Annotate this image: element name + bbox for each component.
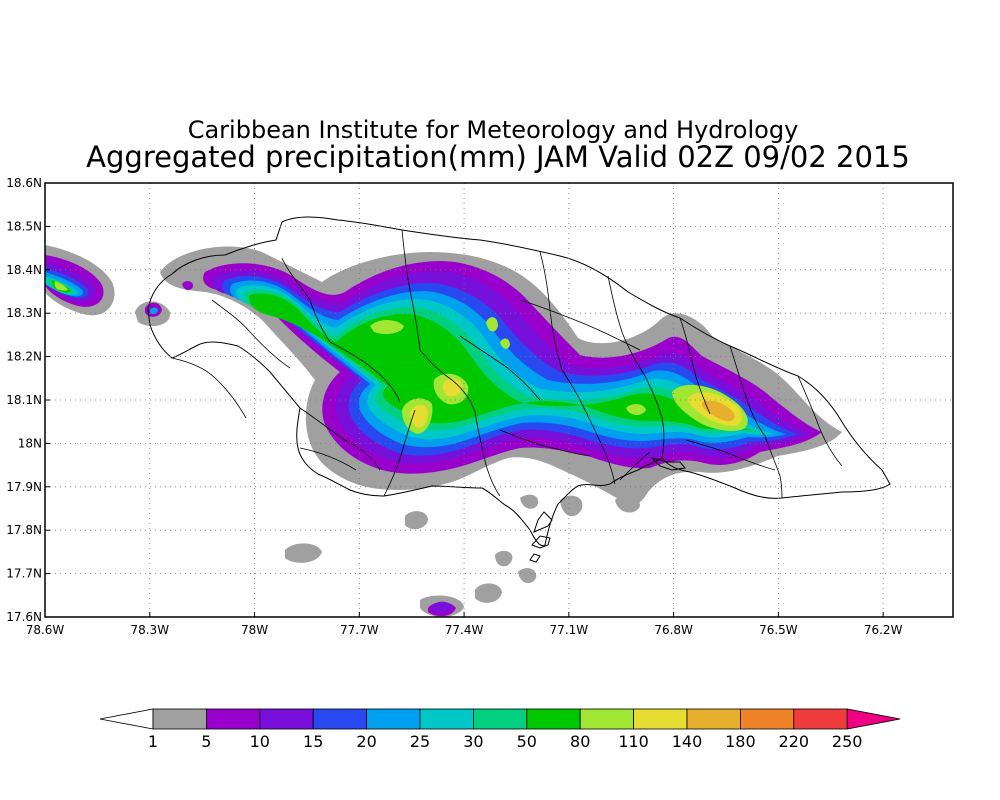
y-tick-label: 18.1N [6,393,42,407]
colorbar-swatch [366,708,421,730]
colorbar: 1 5 10 15 20 25 30 50 80 110 140 180 220 250 [99,708,901,751]
colorbar-swatch [526,708,581,730]
y-tick-label: 17.6N [6,610,42,624]
colorbar-label: 10 [250,732,270,751]
colorbar-swatch [205,708,261,730]
colorbar-label: 25 [410,732,430,751]
colorbar-swatch [579,708,635,730]
y-axis: 18.6N 18.5N 18.4N 18.3N 18.2N 18.1N 18N 17.9N 17… [6,176,50,624]
parish-boundaries [171,229,843,499]
y-tick-label: 17.9N [6,480,42,494]
x-tick-label: 78.6W [26,623,65,637]
colorbar-label: 30 [463,732,483,751]
x-tick-label: 77.4W [445,623,484,637]
y-tick-label: 18.3N [6,306,42,320]
colorbar-label: 50 [517,732,537,751]
y-tick-label: 17.8N [6,523,42,537]
x-tick-label: 78W [241,623,268,637]
colorbar-lower-arrow [99,708,154,730]
colorbar-swatch [686,708,741,730]
x-tick-label: 78.3W [130,623,169,637]
colorbar-swatch [793,708,848,730]
x-tick-label: 76.5W [759,623,798,637]
y-tick-label: 18N [18,436,42,450]
colorbar-label: 5 [201,732,211,751]
colorbar-label: 250 [832,732,863,751]
colorbar-label: 1 [148,732,158,751]
y-tick-label: 18.5N [6,219,42,233]
colorbar-swatch [740,708,795,730]
x-tick-label: 76.8W [654,623,693,637]
colorbar-label: 80 [570,732,590,751]
y-tick-label: 17.7N [6,567,42,581]
title-line-2: Aggregated precipitation(mm) JAM Valid 0… [86,140,910,174]
colorbar-swatch [419,708,474,730]
jamaica-coastline [147,216,891,563]
colorbar-label: 20 [356,732,376,751]
colorbar-swatch [312,708,368,730]
map-plot-area [45,183,953,617]
colorbar-upper-arrow [846,708,901,730]
x-tick-label: 77.1W [550,623,589,637]
x-axis: 78.6W 78.3W 78W 77.7W 77.4W 77.1W 76.8W 76.5W 76… [26,612,903,637]
y-tick-label: 18.4N [6,263,42,277]
y-tick-label: 18.6N [6,176,42,190]
colorbar-swatch [633,708,688,730]
precipitation-field [45,245,842,617]
colorbar-label: 140 [672,732,703,751]
colorbar-label: 15 [303,732,323,751]
colorbar-swatch [472,708,528,730]
colorbar-label: 180 [725,732,756,751]
title-line-1: Caribbean Institute for Meteorology and … [188,116,799,144]
colorbar-label: 110 [618,732,649,751]
colorbar-swatch [259,708,314,730]
colorbar-swatch [152,708,207,730]
x-tick-label: 76.2W [864,623,903,637]
y-tick-label: 18.2N [6,350,42,364]
x-tick-label: 77.7W [340,623,379,637]
colorbar-label: 220 [779,732,810,751]
